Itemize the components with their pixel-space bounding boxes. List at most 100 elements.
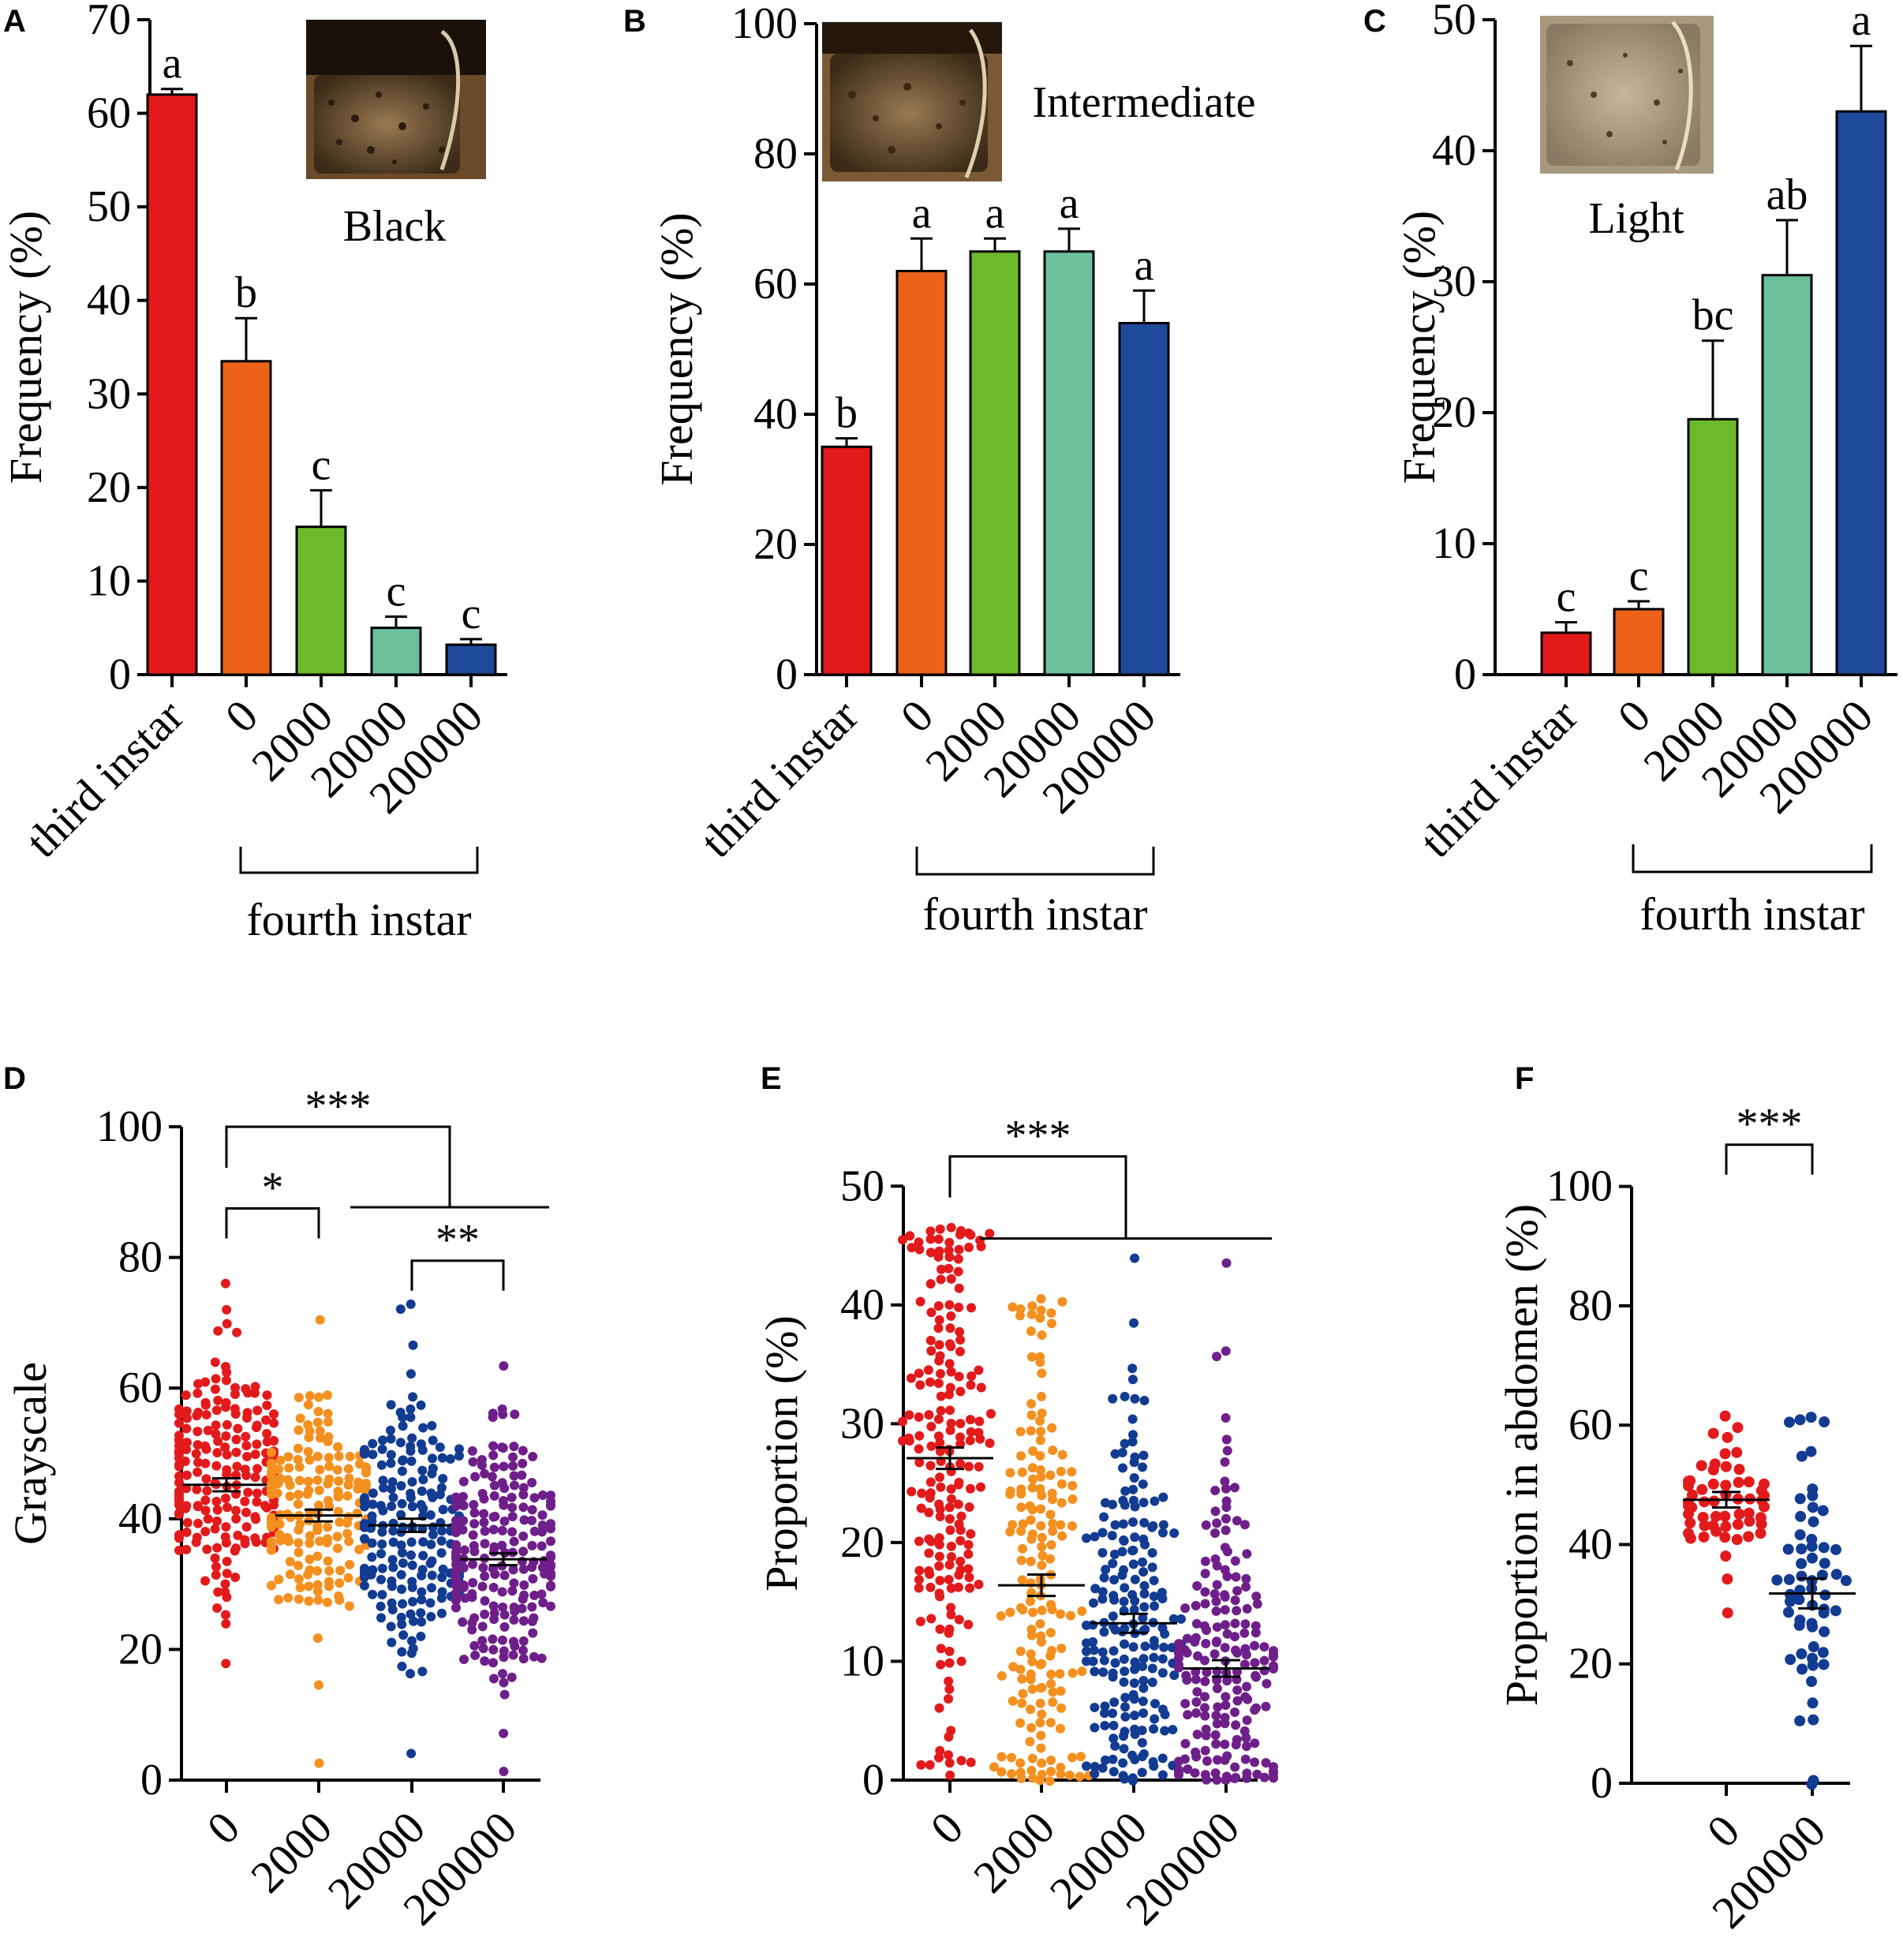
data-point [1028,1607,1038,1618]
data-point [437,1573,447,1583]
data-point [1090,1666,1100,1677]
data-point [241,1441,252,1451]
data-point [1120,1693,1131,1703]
data-point [174,1508,184,1518]
data-point [1119,1565,1129,1575]
data-point [323,1581,334,1592]
data-point [458,1580,469,1590]
data-point [1251,1621,1261,1631]
y-tick-label: 70 [87,0,131,44]
data-point [518,1446,528,1456]
significance-letter: b [235,268,257,317]
data-point [1158,1520,1168,1530]
data-point [1037,1532,1047,1543]
data-point [174,1500,184,1510]
data-point [1046,1755,1056,1765]
significance-bracket [225,1125,549,1209]
data-point [1045,1628,1056,1638]
data-point [546,1580,555,1591]
data-point [985,1438,995,1448]
data-point [293,1425,304,1435]
data-point [1046,1539,1056,1550]
data-point [387,1637,397,1648]
bar-0 [1613,608,1665,676]
data-point [269,1418,279,1428]
data-point [946,1367,956,1377]
data-point [1230,1762,1240,1772]
data-point [1222,1676,1232,1686]
data-point [1077,1666,1087,1677]
data-point [1192,1730,1202,1740]
data-point [1230,1595,1240,1606]
data-point [1097,1528,1108,1538]
data-point [1018,1543,1028,1554]
data-point [924,1410,934,1420]
significance-letter: c [312,440,331,489]
data-point [1056,1466,1066,1476]
data-point [944,1676,954,1686]
data-point [1250,1738,1260,1749]
group-bracket [915,847,1155,876]
data-point [916,1503,926,1513]
data-point [955,1432,965,1442]
data-point [221,1375,231,1386]
data-point [240,1464,250,1475]
data-point [518,1531,529,1541]
data-point [1242,1549,1252,1559]
data-point [386,1621,396,1632]
data-point [946,1551,956,1562]
data-point [509,1578,519,1588]
data-point [1180,1738,1191,1749]
data-point [397,1466,407,1476]
data-point [322,1597,332,1607]
significance-bracket [1725,1143,1814,1175]
data-point [428,1463,438,1473]
data-point [212,1603,222,1613]
data-point [529,1493,540,1503]
data-point [232,1461,242,1472]
data-point [964,1573,974,1583]
data-point [497,1540,507,1550]
data-point [509,1442,519,1452]
data-point [1211,1596,1221,1607]
data-point [1241,1650,1251,1660]
data-point [924,1534,934,1544]
data-point [1251,1628,1261,1638]
x-tick-label: third instar [1410,690,1587,867]
data-point [451,1554,461,1564]
bracket-line [225,1125,451,1207]
data-point [252,1439,262,1449]
data-point [436,1608,447,1618]
data-point [386,1449,396,1460]
data-point [222,1449,232,1460]
data-point [925,1477,936,1487]
dot-series-200000 [451,1361,555,1777]
data-point [1180,1699,1191,1709]
data-point [1199,1655,1209,1666]
data-point [303,1400,313,1410]
data-point [537,1490,548,1500]
data-point [293,1443,303,1453]
data-point [304,1596,314,1607]
data-point [508,1636,518,1647]
data-point [193,1407,204,1417]
bar-third-instar [146,93,198,676]
data-point [488,1408,498,1419]
data-point [1108,1754,1118,1764]
data-point [376,1574,386,1584]
data-point [1120,1666,1130,1677]
data-point [1067,1752,1078,1763]
data-point [174,1545,184,1555]
data-point [261,1415,271,1425]
data-point [333,1491,343,1502]
data-point [956,1756,966,1766]
data-point [211,1496,222,1506]
data-point [379,1483,389,1493]
data-point [955,1334,966,1345]
data-point [451,1493,461,1503]
y-tick-label: 60 [87,89,131,138]
data-point [935,1624,945,1634]
data-point [1128,1484,1138,1494]
data-point [518,1564,529,1574]
data-point [546,1491,555,1501]
